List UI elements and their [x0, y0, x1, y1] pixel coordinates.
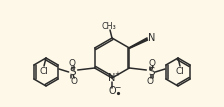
Text: −: −: [114, 83, 121, 92]
Text: O: O: [68, 59, 75, 68]
Text: N: N: [108, 73, 116, 83]
Text: O: O: [108, 86, 116, 97]
Text: CH₃: CH₃: [102, 22, 116, 30]
Text: Cl: Cl: [176, 66, 184, 76]
Text: +: +: [114, 71, 121, 77]
Text: O: O: [70, 77, 77, 85]
Text: O: O: [149, 59, 156, 68]
Text: Cl: Cl: [40, 66, 48, 76]
Text: S: S: [69, 67, 76, 77]
Text: O: O: [147, 77, 154, 85]
Text: N: N: [148, 33, 155, 43]
Text: S: S: [148, 67, 155, 77]
